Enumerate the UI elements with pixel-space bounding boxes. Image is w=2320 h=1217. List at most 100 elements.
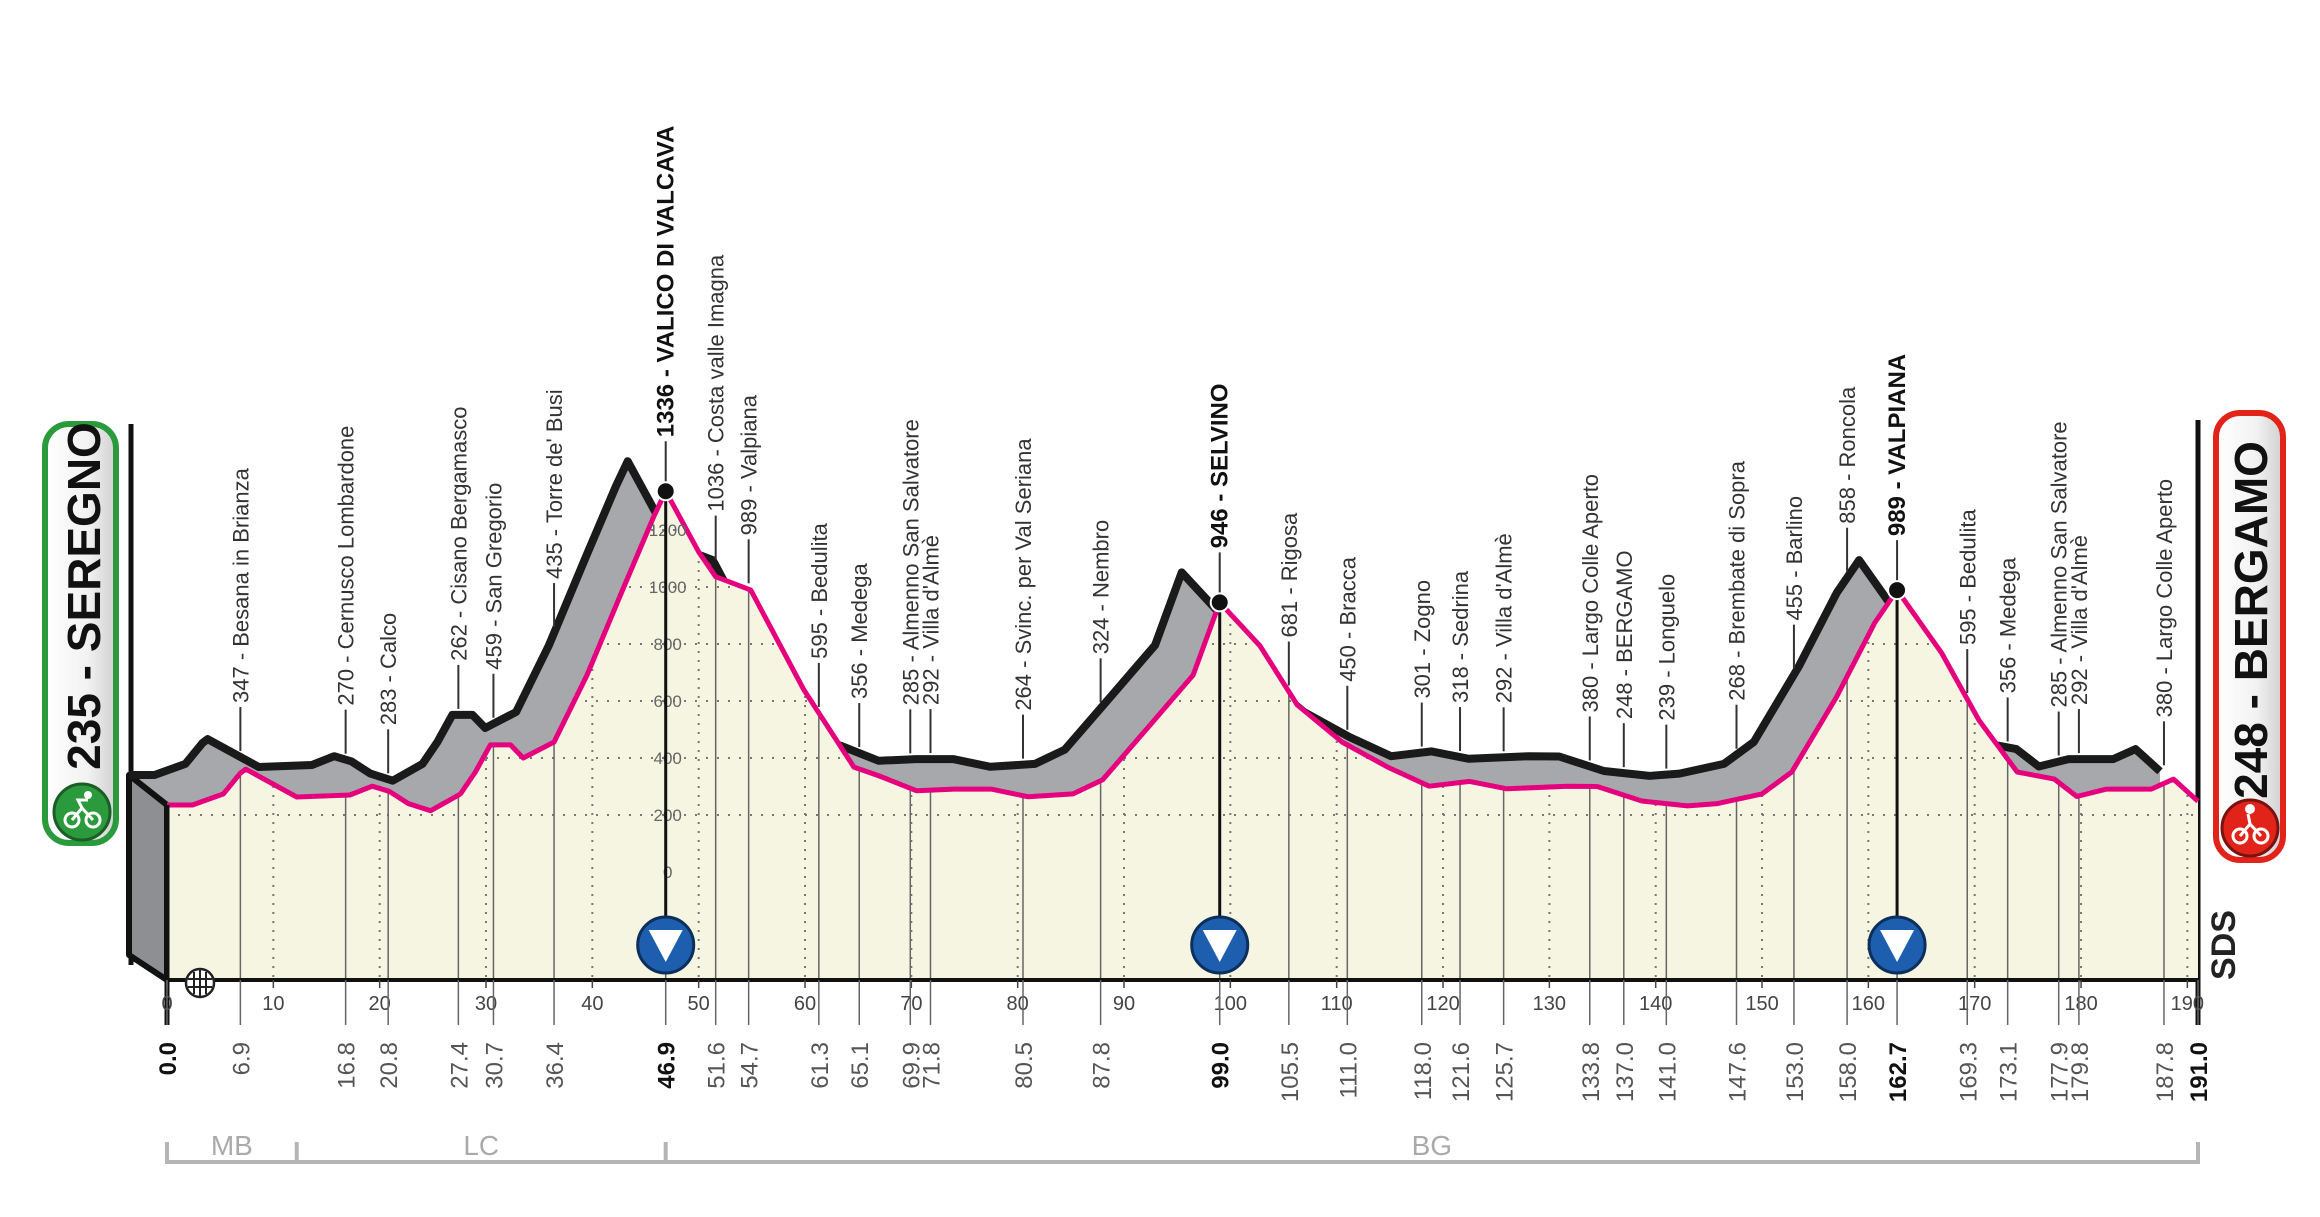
waypoint-label: 292 - Villa d'Almè — [1492, 533, 1517, 703]
waypoint: 283 - Calco — [376, 613, 401, 774]
km-label: 36.4 — [542, 1042, 569, 1089]
waypoint: 270 - Cernusco Lombardone — [334, 426, 359, 754]
y-tick-label: 1000 — [649, 578, 687, 597]
globe-icon — [184, 967, 216, 999]
province-label: LC — [463, 1130, 499, 1161]
x-tick-label: 180 — [2064, 993, 2097, 1015]
waypoint-label: 264 - Svinc. per Val Seriana — [1011, 438, 1036, 711]
waypoint-label: 285 - Almenno San Salvatore — [2047, 421, 2072, 707]
waypoint: 264 - Svinc. per Val Seriana — [1011, 438, 1036, 759]
km-label: 121.6 — [1448, 1042, 1475, 1102]
waypoint-label: 380 - Largo Colle Aperto — [1578, 474, 1603, 713]
summit-marker — [636, 481, 696, 975]
profile-line-group: 0 200 400 600 800 1000 1200 — [164, 488, 2200, 1025]
waypoint-label: 347 - Besana in Brianza — [228, 467, 253, 703]
x-tick-label: 130 — [1533, 993, 1566, 1015]
km-label: 30.7 — [481, 1042, 508, 1089]
y-tick-label: 0 — [663, 863, 672, 882]
km-label: 65.1 — [847, 1042, 874, 1089]
waypoint-label: 262 - Cisano Bergamasco — [446, 407, 471, 661]
waypoint: 285 - Almenno San Salvatore — [2047, 421, 2072, 756]
waypoint-label: 356 - Medega — [1996, 557, 2021, 694]
waypoint-label: 946 - SELVINO — [1207, 383, 1234, 548]
waypoint-label: 283 - Calco — [376, 613, 401, 726]
km-label: 16.8 — [334, 1042, 361, 1089]
waypoint: 455 - Barlino — [1782, 496, 1807, 669]
waypoint: 681 - Rigosa — [1277, 512, 1302, 686]
x-tick-label: 50 — [688, 993, 710, 1015]
km-label: 147.6 — [1725, 1042, 1752, 1102]
waypoint: 248 - BERGAMO — [1612, 550, 1637, 768]
summit-marker — [1867, 580, 1927, 975]
waypoint: 380 - Largo Colle Aperto — [2152, 479, 2177, 766]
waypoint: 292 - Villa d'Almè — [2067, 535, 2092, 754]
waypoint-label: 239 - Longuelo — [1654, 574, 1679, 721]
waypoint: 595 - Bedulita — [807, 522, 832, 707]
down-triangle-icon — [648, 930, 683, 962]
km-label: 54.7 — [737, 1042, 764, 1089]
waypoint-label: 318 - Sedrina — [1448, 570, 1473, 703]
x-tick-label: 60 — [794, 993, 816, 1015]
waypoint: 292 - Villa d'Almè — [918, 535, 943, 754]
km-axis: 0102030405060708090100110120130140150160… — [155, 980, 2213, 1102]
cyclist-icon — [52, 782, 112, 842]
waypoint: 356 - Medega — [847, 563, 872, 748]
summit-dot — [1209, 592, 1230, 613]
waypoint: 989 - VALPIANA — [1884, 354, 1911, 585]
cyclist-icon — [2220, 798, 2280, 858]
x-tick-label: 150 — [1745, 993, 1778, 1015]
waypoint: 459 - San Gregorio — [481, 483, 506, 718]
km-label: 20.8 — [376, 1042, 403, 1089]
start-box — [42, 421, 119, 846]
province-label: BG — [1412, 1130, 1452, 1161]
start-wall — [126, 772, 170, 983]
x-tick-label: 170 — [1958, 993, 1991, 1015]
x-tick-label: 100 — [1214, 993, 1247, 1015]
waypoint-label: 455 - Barlino — [1782, 496, 1807, 621]
profile-fill — [167, 491, 2198, 980]
summit-markers — [636, 481, 1927, 975]
km-label: 111.0 — [1335, 1042, 1362, 1099]
km-label: 191.0 — [2186, 1042, 2213, 1102]
province-brackets: MB LC BG — [165, 1130, 2200, 1164]
waypoint-label: 268 - Brembate di Sopra — [1725, 460, 1750, 700]
km-label: 27.4 — [446, 1042, 473, 1089]
km-label: 133.8 — [1578, 1042, 1605, 1102]
y-tick-label: 400 — [654, 749, 682, 768]
waypoint: 858 - Roncola — [1835, 386, 1860, 572]
waypoint: 268 - Brembate di Sopra — [1725, 460, 1750, 749]
x-tick-label: 110 — [1321, 993, 1353, 1015]
waypoint-label: 285 - Almenno San Salvatore — [898, 419, 923, 705]
waypoint: 380 - Largo Colle Aperto — [1578, 474, 1603, 761]
km-label: 141.0 — [1654, 1042, 1681, 1102]
waypoint: 356 - Medega — [1996, 557, 2021, 742]
start-panel: 235 - SEREGNO — [42, 421, 134, 965]
km-label: 69.9 — [898, 1042, 925, 1089]
x-tick-label: 10 — [262, 993, 284, 1015]
km-label: 158.0 — [1835, 1042, 1862, 1102]
start-label: 235 - SEREGNO — [58, 422, 110, 770]
km-label: 0.0 — [155, 1042, 182, 1075]
waypoint: 347 - Besana in Brianza — [228, 467, 253, 751]
km-label: 6.9 — [228, 1042, 255, 1075]
waypoint-label: 324 - Nembro — [1089, 520, 1114, 655]
waypoint-label: 248 - BERGAMO — [1612, 550, 1637, 719]
km-label: 177.9 — [2047, 1042, 2074, 1102]
waypoint: 301 - Zogno — [1410, 580, 1435, 747]
waypoint-label: 356 - Medega — [847, 563, 872, 700]
sds-logo: SDS — [2205, 910, 2243, 980]
km-label: 187.8 — [2152, 1042, 2179, 1102]
waypoint-label: 459 - San Gregorio — [481, 483, 506, 670]
finish-box — [2213, 410, 2286, 863]
km-label: 118.0 — [1410, 1042, 1437, 1100]
x-tick-label: 140 — [1639, 993, 1672, 1015]
km-label: 51.6 — [704, 1042, 731, 1089]
km-label: 162.7 — [1885, 1042, 1912, 1102]
km-label: 169.3 — [1955, 1042, 1982, 1102]
km-label: 46.9 — [654, 1042, 681, 1089]
waypoint-label: 301 - Zogno — [1410, 580, 1435, 699]
y-tick-label: 1200 — [649, 521, 687, 540]
waypoint-label: 435 - Torre de' Busi — [542, 389, 567, 579]
x-tick-label: 80 — [1007, 993, 1029, 1015]
